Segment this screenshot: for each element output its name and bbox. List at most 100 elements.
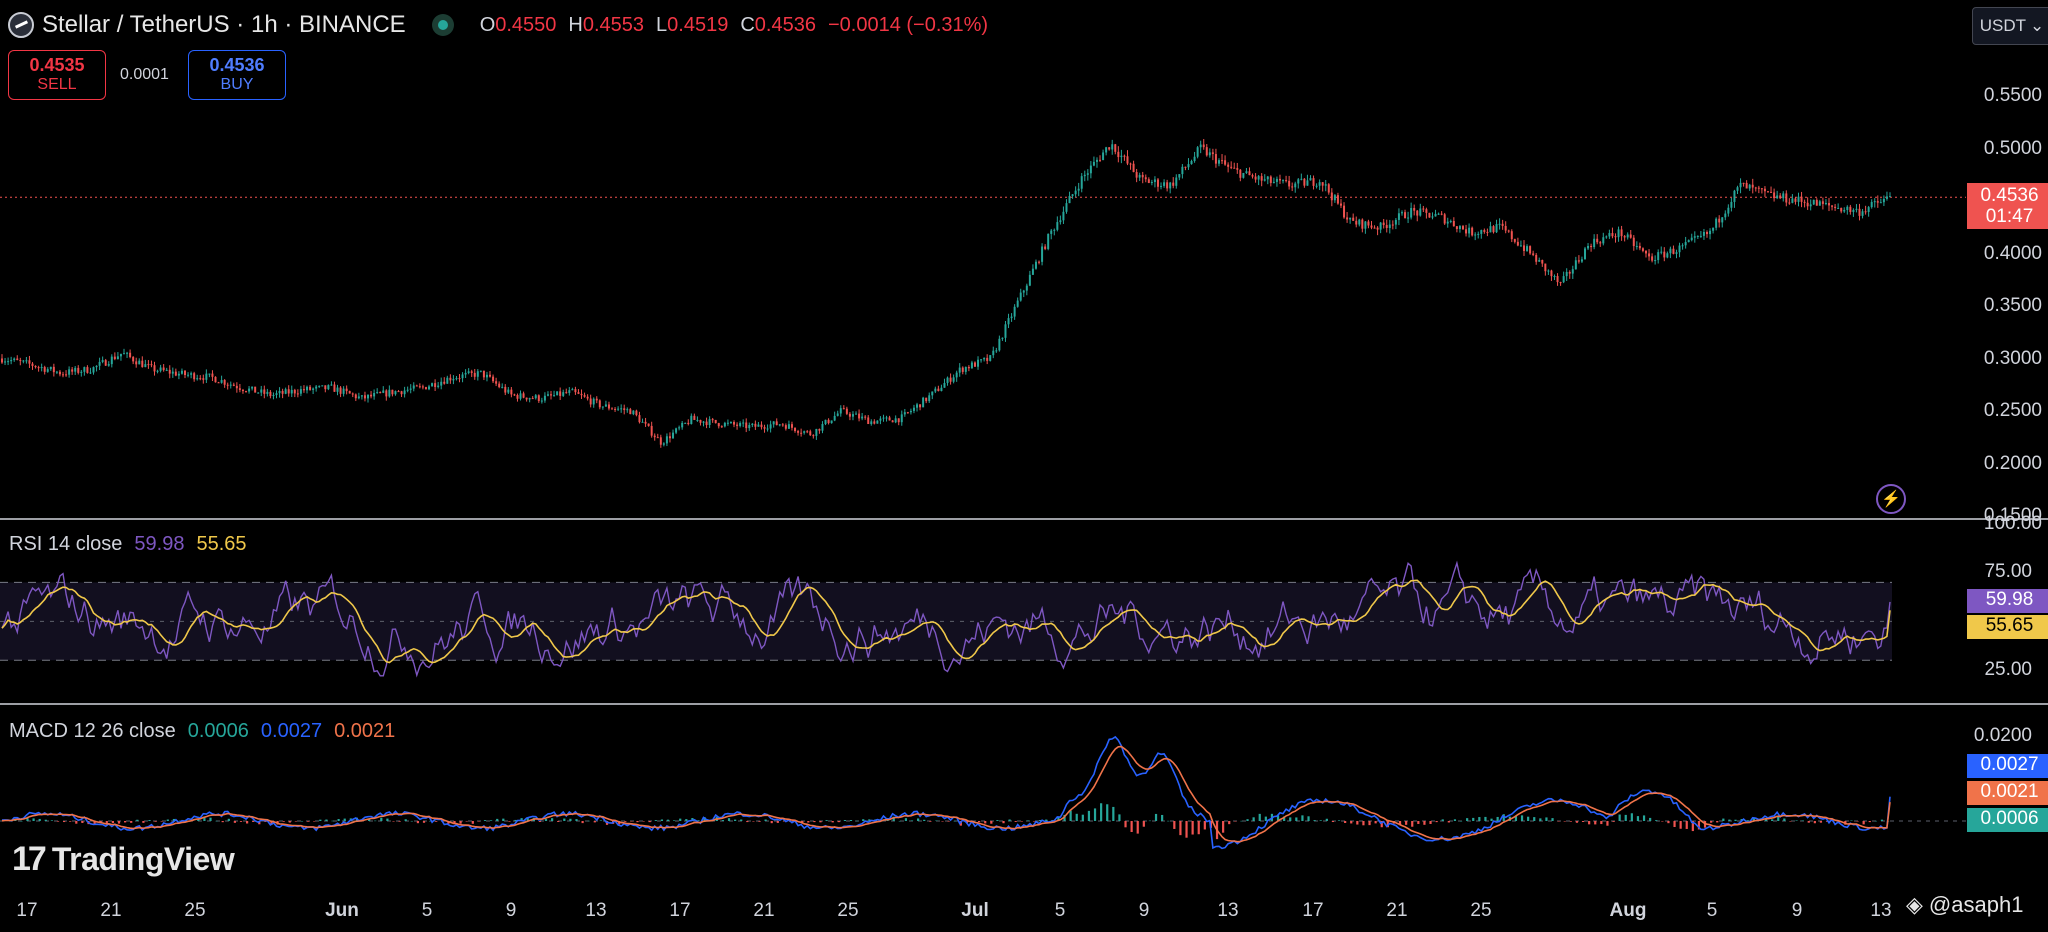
candle-body — [678, 427, 681, 429]
macd-hist-bar — [514, 819, 517, 821]
candle-body — [675, 428, 678, 433]
candle-body — [638, 415, 641, 423]
market-status-icon[interactable] — [431, 14, 454, 36]
candle-body — [1599, 242, 1602, 244]
candle-body — [217, 382, 220, 384]
candle-body — [1407, 217, 1410, 219]
candle-body — [510, 389, 513, 395]
macd-hist-bar — [368, 818, 371, 821]
candle-body — [818, 428, 821, 431]
candle-body — [653, 435, 656, 438]
candle-body — [1330, 192, 1333, 201]
macd-hist-bar — [1167, 820, 1170, 822]
macd-hist-bar — [1478, 817, 1481, 821]
macd-hist-bar — [26, 818, 29, 821]
candle-body — [1870, 201, 1873, 208]
candle-body — [1141, 174, 1144, 178]
candle-body — [1519, 245, 1522, 247]
candle-body — [1513, 239, 1516, 242]
currency-selector[interactable]: USDT ⌄ — [1972, 7, 2048, 45]
candle-body — [1187, 164, 1190, 168]
candle-body — [1885, 196, 1888, 199]
macd-hist-bar — [319, 819, 322, 821]
candle-body — [1404, 212, 1407, 219]
candle-body — [104, 360, 107, 366]
macd-hist-bar — [660, 819, 664, 821]
macd-hist-bar — [1856, 821, 1859, 822]
candle-body — [153, 365, 156, 372]
candle-body — [1007, 318, 1010, 325]
candle-body — [428, 386, 431, 390]
candle-body — [232, 384, 235, 386]
candle-body — [1275, 178, 1278, 182]
candle-body — [62, 374, 65, 376]
candle-body — [1831, 205, 1834, 207]
candle-body — [77, 367, 80, 373]
macd-hist-bar — [508, 821, 511, 822]
macd-hist-bar — [209, 817, 212, 821]
macd-hist-bar — [105, 821, 108, 824]
price-tick: 0.1500 — [1983, 505, 2042, 526]
macd-hist-bar — [1344, 821, 1347, 824]
candle-body — [309, 386, 312, 390]
candle-body — [275, 393, 278, 395]
candle-body — [1, 358, 3, 363]
candle-body — [757, 424, 760, 427]
candle-body — [1510, 231, 1513, 240]
candle-body — [1135, 172, 1138, 178]
macd-legend[interactable]: MACD 12 26 close 0.0006 0.0027 0.0021 — [9, 720, 395, 743]
candle-body — [266, 391, 269, 394]
macd-hist-bar — [264, 821, 267, 822]
stellar-coin-icon[interactable] — [8, 12, 34, 38]
candle-body — [1574, 260, 1577, 270]
time-tick: 25 — [837, 900, 859, 921]
candle-body — [525, 397, 528, 400]
rsi-ma-value: 55.65 — [196, 533, 247, 555]
macd-hist-bar — [282, 821, 285, 822]
rsi-legend[interactable]: RSI 14 close 59.98 55.65 — [9, 533, 247, 556]
macd-hist-bar — [246, 821, 249, 824]
candle-body — [919, 404, 922, 408]
macd-hist-bar — [221, 821, 224, 823]
candle-body — [363, 395, 366, 399]
candle-body — [1382, 222, 1385, 226]
candle-body — [1327, 184, 1330, 193]
macd-hist-bar — [148, 820, 151, 821]
candle-body — [1498, 223, 1501, 225]
buy-button[interactable]: 0.4536 BUY — [188, 50, 286, 100]
macd-hist-bar — [648, 821, 651, 823]
macd-hist-bar — [1527, 816, 1530, 821]
symbol-title[interactable]: Stellar / TetherUS · 1h · BINANCE — [42, 11, 406, 38]
candle-body — [1794, 198, 1797, 202]
candle-body — [851, 414, 854, 417]
candle-body — [473, 372, 476, 377]
tradingview-logo[interactable]: 17 TradingView — [12, 840, 235, 879]
candle-body — [43, 367, 46, 372]
candle-body — [1227, 164, 1230, 167]
candle-body — [141, 360, 144, 368]
candle-body — [485, 374, 488, 378]
candle-body — [1224, 160, 1227, 165]
candle-body — [550, 394, 553, 396]
candle-body — [1324, 184, 1327, 186]
macd-hist-bar — [1252, 817, 1255, 821]
sell-button[interactable]: 0.4535 SELL — [8, 50, 106, 100]
candle-body — [1724, 213, 1727, 218]
candle-body — [1660, 251, 1663, 253]
macd-hist-bar — [935, 820, 938, 822]
candle-body — [1754, 187, 1757, 189]
candle-body — [193, 373, 196, 380]
candle-body — [952, 377, 955, 382]
macd-hist-bar — [477, 821, 481, 822]
candle-body — [1297, 179, 1300, 184]
candle-body — [443, 381, 446, 384]
candle-body — [1800, 196, 1803, 202]
candle-body — [650, 425, 653, 436]
candle-body — [906, 412, 909, 414]
candle-body — [1489, 226, 1492, 233]
candle-body — [83, 367, 86, 372]
lightning-icon[interactable]: ⚡ — [1876, 484, 1906, 514]
candle-body — [1593, 238, 1596, 248]
candle-body — [388, 389, 391, 397]
